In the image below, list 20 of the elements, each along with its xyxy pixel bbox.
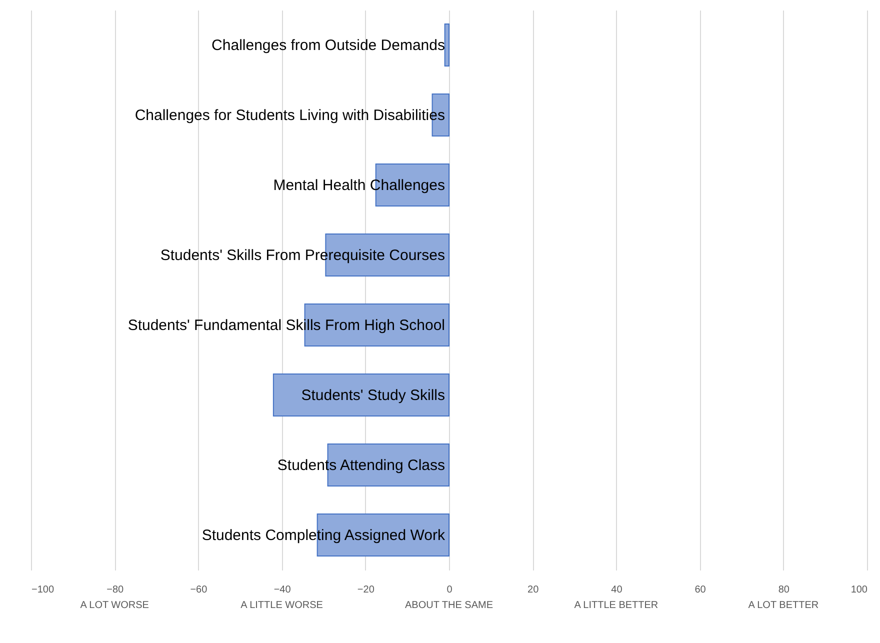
y-tick-label: Mental Health Challenges (273, 177, 445, 194)
x-tick-label: 80 (778, 584, 790, 596)
x-tick-label: 0 (446, 584, 453, 596)
text: A LITTLE WORSE (240, 600, 324, 611)
x-tick-label: 100 (850, 584, 868, 596)
text: ABOUT THE SAME (405, 600, 494, 611)
y-tick-label: Students' Study Skills (301, 387, 445, 404)
x-tick-label: 20 (528, 584, 540, 596)
text: A LOT BETTER (748, 600, 819, 611)
x-tick-label: 40 (611, 584, 623, 596)
text: A LOT WORSE (80, 600, 150, 611)
x-tick-label: −20 (357, 584, 375, 596)
x-tick-label: −100 (32, 584, 54, 596)
y-tick-label: Challenges from Outside Demands (212, 37, 445, 54)
x-tick-label: 60 (694, 584, 706, 596)
y-tick-label: Students' Skills From Prerequisite Courses (160, 247, 445, 264)
x-tick-label: −40 (274, 584, 292, 596)
text: A LITTLE BETTER (574, 600, 658, 611)
x-tick-label: −80 (106, 584, 124, 596)
x-tick-label: −60 (190, 584, 208, 596)
